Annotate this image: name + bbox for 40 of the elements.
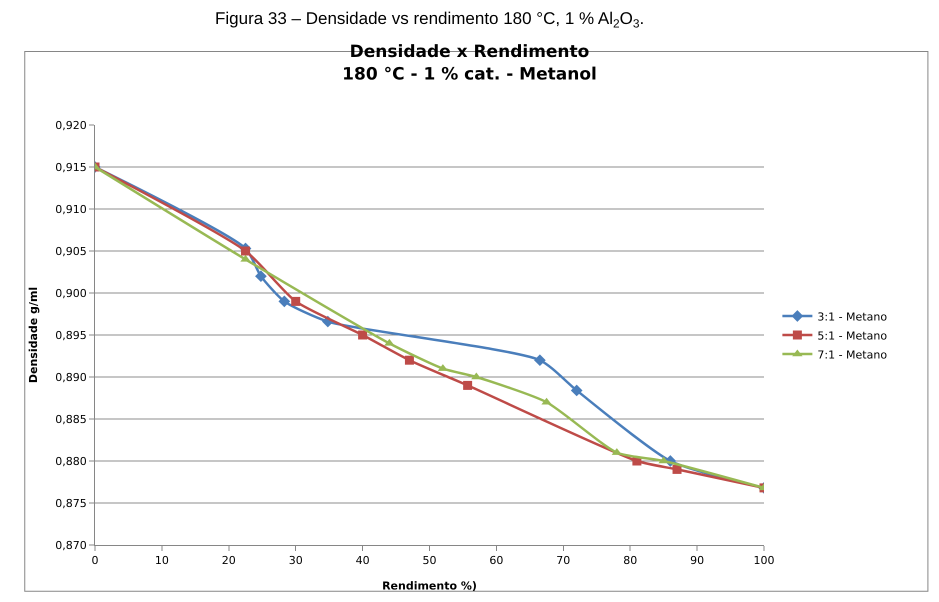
y-tick-label: 0,905 bbox=[55, 244, 87, 258]
y-tick-label: 0,890 bbox=[55, 370, 87, 384]
point bbox=[358, 330, 368, 340]
point bbox=[534, 354, 546, 366]
point bbox=[278, 296, 290, 308]
point bbox=[255, 270, 267, 282]
chart-title: Densidade x Rendimento bbox=[350, 42, 590, 62]
x-tick-label: 70 bbox=[556, 554, 570, 568]
y-tick-label: 0,915 bbox=[55, 160, 87, 174]
text: Figura 33 – Densidade vs rendimento 180 °C, 1 % Al$_{2}$O$_{3}$. bbox=[215, 9, 644, 31]
point bbox=[291, 296, 300, 306]
point bbox=[241, 246, 250, 256]
y-tick-label: 0,870 bbox=[55, 538, 87, 552]
x-tick-label: 20 bbox=[222, 554, 236, 568]
point bbox=[570, 384, 583, 396]
y-tick-label: 0,875 bbox=[55, 496, 87, 510]
x-axis-title: Rendimento %) bbox=[382, 579, 477, 592]
x-tick-label: 40 bbox=[356, 554, 370, 568]
point bbox=[463, 380, 472, 390]
y-axis-title: Densidade g/ml bbox=[26, 286, 40, 384]
x-tick-label: 60 bbox=[489, 554, 504, 568]
y-tick-label: 0,895 bbox=[55, 328, 87, 342]
x-tick-label: 50 bbox=[422, 554, 436, 568]
x-tick-label: 0 bbox=[92, 554, 98, 568]
legend-label: 3:1 - Metano bbox=[817, 310, 888, 324]
legend-label: 7:1 - Metano bbox=[817, 348, 888, 362]
y-tick-label: 0,900 bbox=[55, 286, 87, 300]
x-tick-label: 100 bbox=[754, 554, 774, 568]
point bbox=[404, 356, 414, 365]
y-tick-label: 0,920 bbox=[55, 118, 87, 132]
y-tick-label: 0,910 bbox=[55, 202, 87, 216]
chart-subtitle: 180 °C - 1 % cat. - Metanol bbox=[342, 64, 597, 84]
x-tick-label: 90 bbox=[690, 554, 704, 568]
y-tick-label: 0,880 bbox=[55, 454, 87, 468]
x-tick-label: 30 bbox=[288, 554, 303, 568]
point bbox=[672, 464, 682, 474]
y-tick-label: 0,885 bbox=[55, 412, 87, 426]
x-tick-label: 10 bbox=[154, 554, 169, 568]
x-tick-label: 80 bbox=[623, 554, 638, 568]
legend-label: 5:1 - Metano bbox=[817, 329, 888, 342]
